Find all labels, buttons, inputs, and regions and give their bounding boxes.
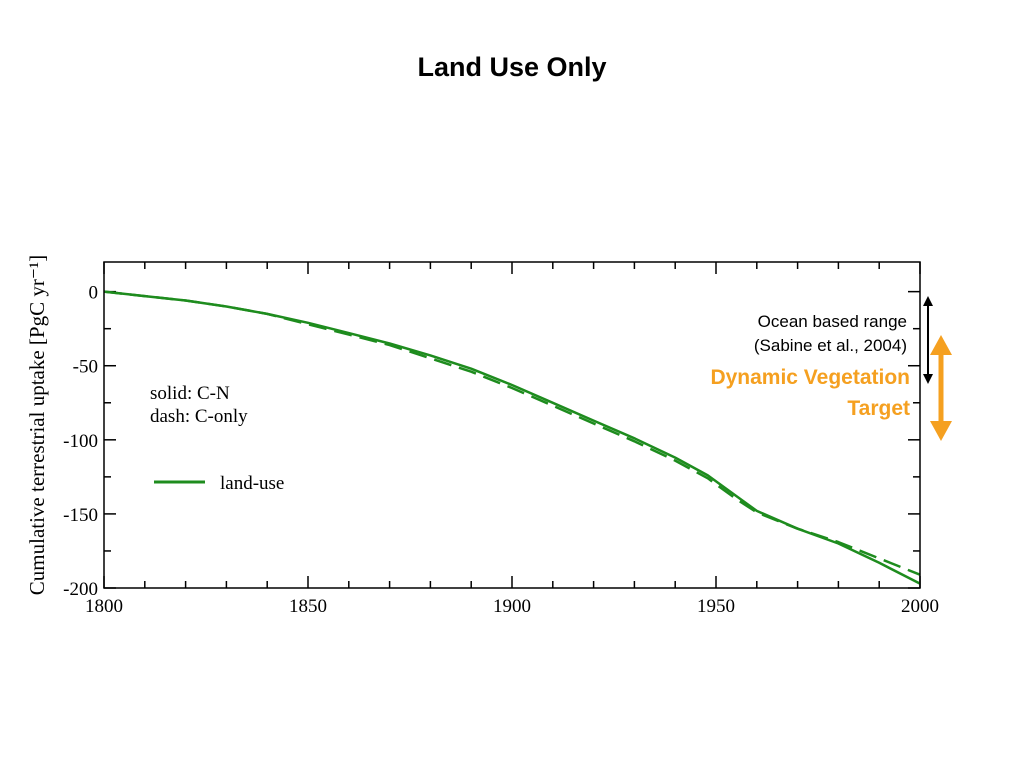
ocean-range-text-2: (Sabine et al., 2004): [754, 336, 907, 355]
x-tick-label: 1900: [493, 596, 531, 617]
target-arrow: [930, 335, 952, 441]
x-tick-label: 2000: [901, 596, 939, 617]
series-line-c-only: [103, 290, 921, 576]
plot-frame: [103, 261, 921, 589]
style-note-solid: solid: C-N: [150, 383, 230, 404]
slide-title: Land Use Only: [417, 52, 607, 82]
ocean-range-arrow: [923, 296, 933, 384]
y-tick-label: -50: [73, 357, 98, 378]
x-tick-label: 1950: [697, 596, 735, 617]
style-note-dash: dash: C-only: [150, 406, 248, 427]
ocean-range-text-1: Ocean based range: [758, 312, 907, 331]
y-tick-label: -100: [63, 431, 98, 452]
y-tick-label: -200: [63, 579, 98, 600]
legend-label: land-use: [220, 473, 284, 494]
y-tick-label: -150: [63, 505, 98, 526]
y-axis-label: Cumulative terrestrial uptake [PgC yr⁻¹]: [25, 255, 49, 595]
target-text-1: Dynamic Vegetation: [710, 366, 910, 389]
target-text-2: Target: [847, 397, 910, 420]
x-tick-label: 1850: [289, 596, 327, 617]
x-tick-label: 1800: [85, 596, 123, 617]
y-tick-label: 0: [89, 283, 99, 304]
